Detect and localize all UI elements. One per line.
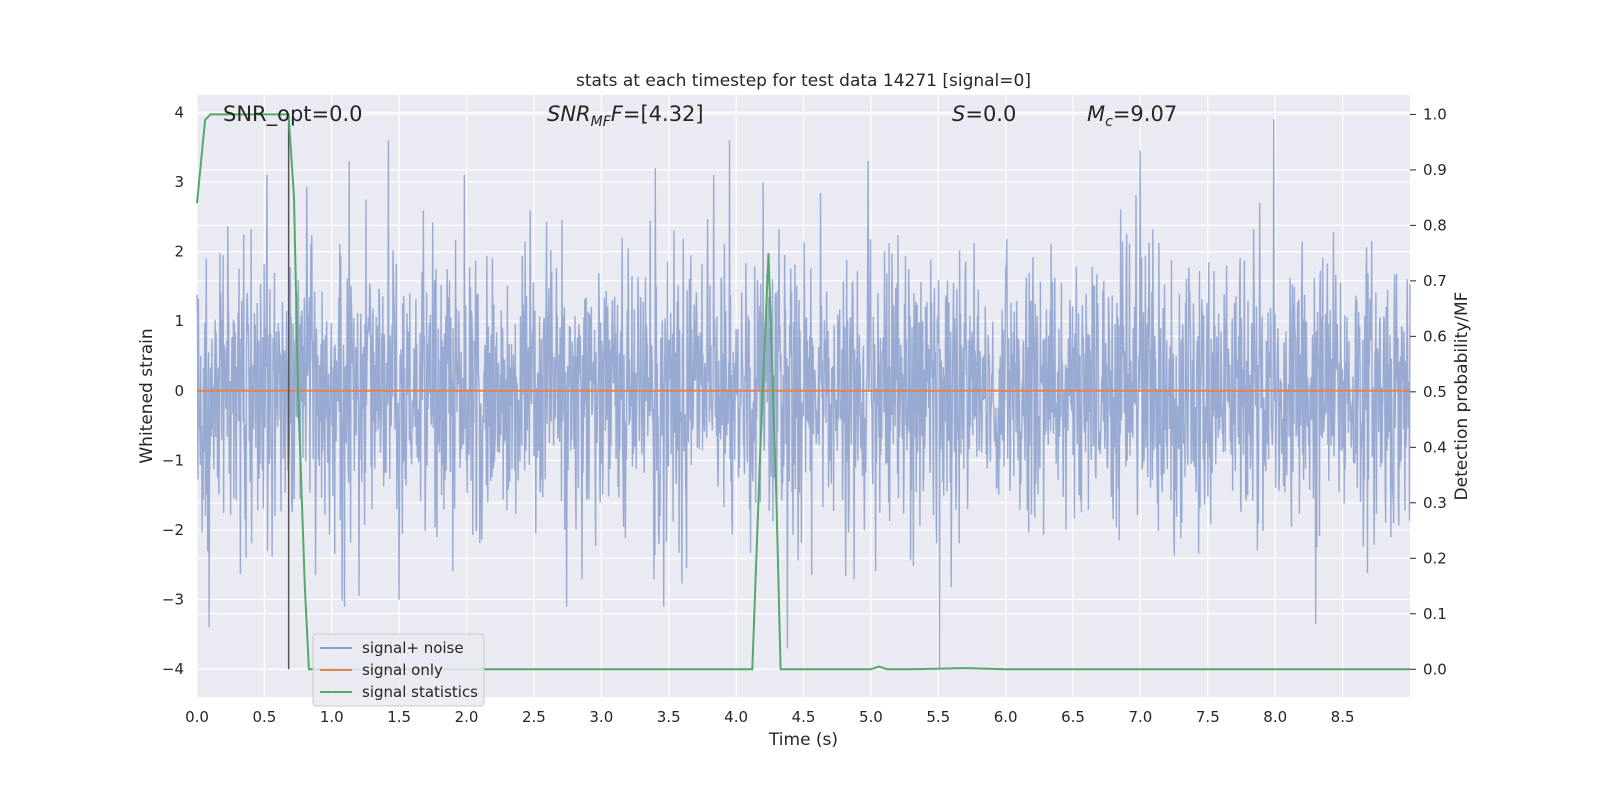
- x-tick-label: 1.5: [387, 708, 411, 726]
- x-tick-label: 5.5: [926, 708, 950, 726]
- annotation-s: S=0.0: [952, 102, 1016, 126]
- statistics-series: [196, 113, 1410, 671]
- x-tick-label: 1.0: [320, 708, 344, 726]
- y-tick-label: 4: [174, 103, 184, 121]
- y2-tick-label: 0.3: [1423, 494, 1447, 512]
- x-tick-label: 3.0: [589, 708, 613, 726]
- x-tick-label: 2.0: [455, 708, 479, 726]
- x-tick-label: 2.5: [522, 708, 546, 726]
- y2-tick-label: 0.7: [1423, 272, 1447, 290]
- y2-tick-label: 0.0: [1423, 660, 1447, 678]
- annotation-snr-mf: SNRMFF=[4.32]: [547, 102, 704, 130]
- y-tick-label: 2: [174, 243, 184, 261]
- y2-axis-label: Detection probability/MF: [1452, 292, 1472, 501]
- x-tick-label: 4.0: [724, 708, 748, 726]
- snr-mf-main: SNR: [547, 102, 591, 126]
- y-tick-label: −2: [162, 521, 184, 539]
- chart-title: stats at each timestep for test data 142…: [576, 71, 1031, 91]
- annotation-snr-opt: SNR_opt=0.0: [223, 102, 363, 127]
- x-tick-label: 6.5: [1061, 708, 1085, 726]
- mc-sub: c: [1105, 114, 1113, 130]
- x-tick-label: 3.5: [657, 708, 681, 726]
- x-tick-label: 8.5: [1331, 708, 1355, 726]
- legend-box: [312, 633, 485, 707]
- y-tick-label: −4: [162, 660, 184, 678]
- y2-tick-label: 0.4: [1423, 438, 1447, 456]
- signal-statistics-line: [196, 113, 1410, 671]
- x-tick-label: 0.5: [252, 708, 276, 726]
- x-axis-label: Time (s): [768, 730, 838, 750]
- y-axis-label: Whitened strain: [137, 328, 157, 463]
- mc-value: =9.07: [1113, 102, 1177, 126]
- y2-tick-label: 0.6: [1423, 327, 1447, 345]
- legend: signal+ noise signal only signal statist…: [312, 633, 485, 707]
- snr-mf-value: =[4.32]: [623, 102, 704, 126]
- y2-tick-label: 0.1: [1423, 605, 1447, 623]
- x-tick-label: 6.0: [994, 708, 1018, 726]
- x-tick-label: 0.0: [185, 708, 209, 726]
- y2-tick-label: 1.0: [1423, 105, 1447, 123]
- y2-tick-label: 0.8: [1423, 216, 1447, 234]
- y2-tick-label: 0.2: [1423, 549, 1447, 567]
- mc-main: M: [1087, 102, 1105, 126]
- x-tick-label: 4.5: [792, 708, 816, 726]
- annotation-mc: Mc=9.07: [1087, 102, 1177, 130]
- y2-tick-label: 0.9: [1423, 161, 1447, 179]
- s-value: =0.0: [965, 102, 1016, 126]
- y-tick-label: 0: [174, 382, 184, 400]
- y2-tick-label: 0.5: [1423, 383, 1447, 401]
- ticks: 0.0 0.5 1.0 1.5 2.0 2.5 3.0 3.5 4.0 4.5 5.0 5.5 6.0 6…: [162, 103, 1447, 726]
- noise-series: [196, 119, 1411, 670]
- x-tick-label: 8.0: [1263, 708, 1287, 726]
- x-tick-label: 5.0: [859, 708, 883, 726]
- x-tick-label: 7.0: [1129, 708, 1153, 726]
- y-tick-label: 1: [174, 312, 184, 330]
- y-tick-label: −3: [162, 591, 184, 609]
- snr-mf-sub: MF: [591, 114, 612, 130]
- snr-mf-letter: F: [611, 102, 624, 126]
- y-tick-label: 3: [174, 173, 184, 191]
- signal-noise-line: [196, 119, 1411, 670]
- y-tick-label: −1: [162, 451, 184, 469]
- x-tick-label: 7.5: [1196, 708, 1220, 726]
- s-main: S: [952, 102, 965, 126]
- legend-label-signal-noise: signal+ noise: [362, 639, 464, 657]
- legend-label-signal-only: signal only: [362, 661, 443, 679]
- legend-label-signal-statistics: signal statistics: [362, 683, 478, 701]
